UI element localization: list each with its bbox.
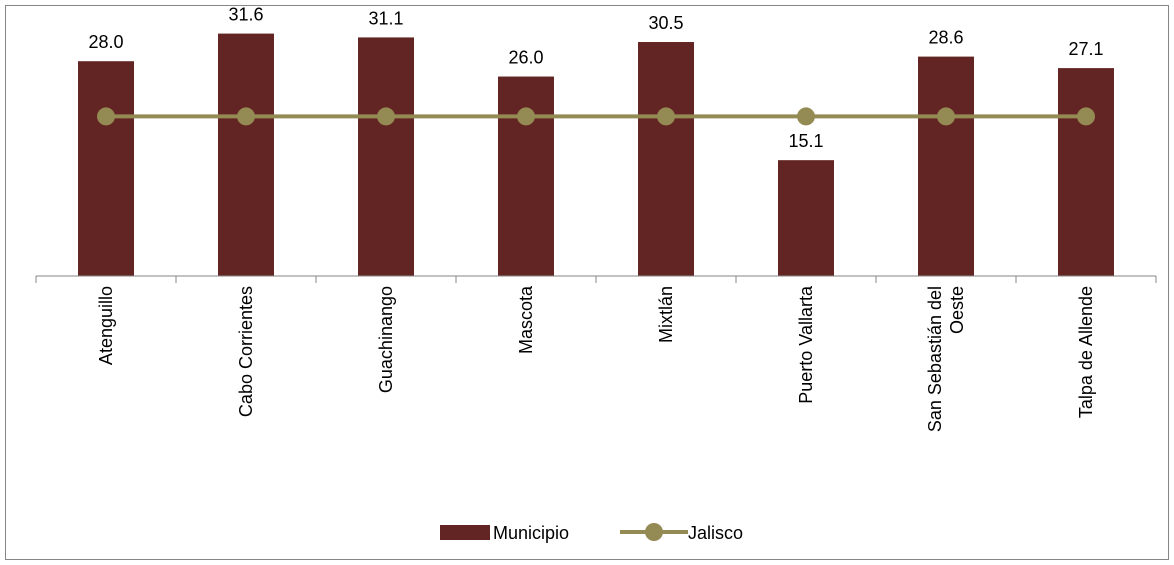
chart-border	[5, 5, 1169, 560]
marker-jalisco	[797, 107, 815, 126]
x-tick-label: Talpa de Allende	[1076, 286, 1096, 418]
legend-marker-jalisco	[645, 523, 663, 541]
marker-jalisco	[97, 107, 115, 126]
x-axis: Atenguillo Cabo Corrientes Guachinango Masc…	[35, 275, 1157, 432]
x-tick-label: Atenguillo	[96, 286, 116, 365]
bar-municipio	[78, 61, 134, 277]
data-label-municipio: 28.0	[88, 32, 123, 52]
marker-jalisco	[517, 107, 535, 126]
legend-label-jalisco: Jalisco	[688, 523, 743, 543]
data-label-municipio: 27.1	[1068, 39, 1103, 59]
legend-swatch-municipio	[440, 525, 490, 540]
x-tick-label: Cabo Corrientes	[236, 286, 256, 417]
marker-jalisco	[937, 107, 955, 126]
data-label-municipio: 31.6	[228, 5, 263, 25]
data-label-municipio: 31.1	[368, 8, 403, 28]
bar-municipio	[638, 42, 694, 277]
bar-municipio	[918, 56, 974, 277]
x-tick-label: Mixtlán	[656, 286, 676, 343]
line-layer	[97, 107, 1095, 126]
x-tick-label: Guachinango	[376, 286, 396, 393]
data-label-municipio: 28.6	[928, 28, 963, 48]
marker-jalisco	[377, 107, 395, 126]
bar-municipio	[778, 160, 834, 276]
labels-layer: 28.0 31.6 31.1 26.0 30.5 15.1 28.6 27.1	[88, 5, 1103, 152]
legend-label-municipio: Municipio	[493, 523, 569, 543]
x-tick-label: San Sebastián del Oeste	[925, 286, 967, 432]
bar-municipio	[498, 76, 554, 277]
marker-jalisco	[657, 107, 675, 126]
x-tick-label: Puerto Vallarta	[796, 285, 816, 404]
bar-municipio	[358, 37, 414, 276]
bar-municipio	[218, 33, 274, 276]
data-label-municipio: 30.5	[648, 13, 683, 33]
x-tick-label: Mascota	[516, 285, 536, 354]
bar-municipio	[1058, 68, 1114, 277]
marker-jalisco	[1077, 107, 1095, 126]
data-label-municipio: 15.1	[788, 131, 823, 151]
legend: Municipio Jalisco	[440, 523, 743, 543]
data-label-municipio: 26.0	[508, 48, 543, 68]
marker-jalisco	[237, 107, 255, 126]
